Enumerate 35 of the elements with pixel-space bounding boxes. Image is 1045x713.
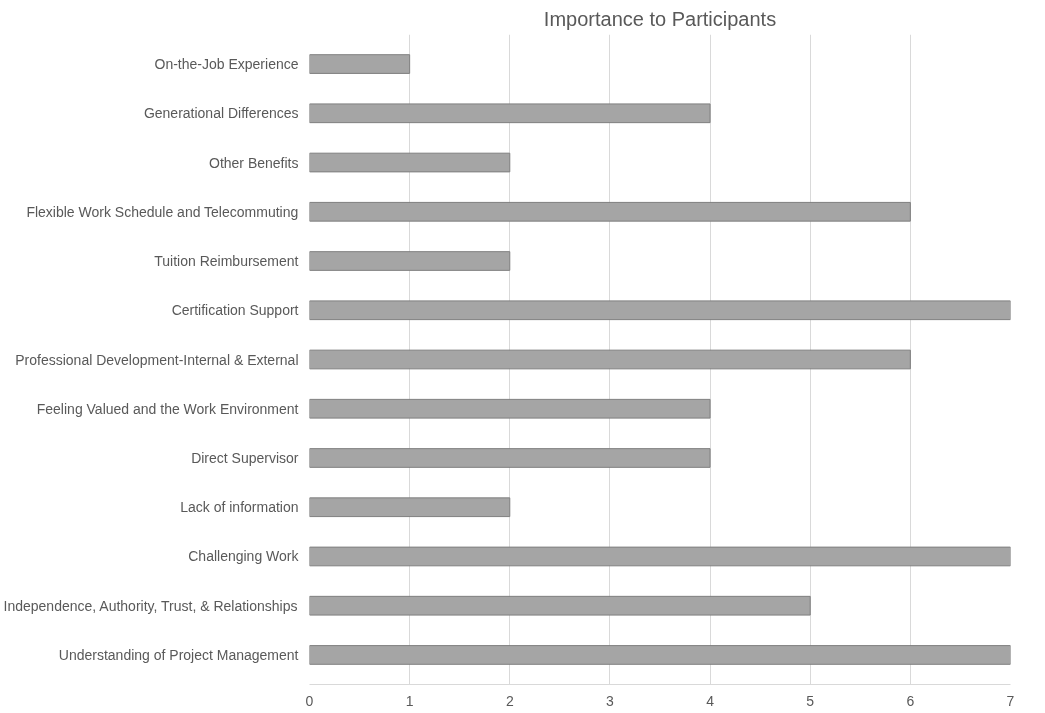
bar bbox=[309, 349, 911, 370]
bar bbox=[309, 645, 1011, 665]
x-tick-label: 5 bbox=[806, 692, 815, 709]
bar bbox=[309, 152, 511, 173]
y-tick-label: Professional Development-Internal & External bbox=[15, 351, 299, 368]
y-tick-label: Lack of information bbox=[180, 499, 299, 516]
y-tick-label: Other Benefits bbox=[209, 154, 299, 171]
chart-title: Importance to Participants bbox=[543, 7, 777, 30]
y-tick-label: Feeling Valued and the Work Environment bbox=[36, 400, 299, 417]
y-tick-label: Generational Differences bbox=[143, 105, 299, 122]
bar bbox=[309, 103, 711, 124]
x-tick-label: 3 bbox=[606, 692, 615, 709]
y-tick-label: Direct Supervisor bbox=[191, 449, 299, 466]
bar bbox=[309, 54, 411, 74]
y-tick-label: Flexible Work Schedule and Telecommuting bbox=[26, 203, 299, 220]
bar bbox=[309, 251, 511, 271]
x-tick-label: 7 bbox=[1006, 692, 1015, 709]
y-tick-label: Certification Support bbox=[171, 302, 299, 319]
bar bbox=[309, 595, 811, 616]
x-tick-label: 1 bbox=[405, 692, 414, 709]
x-tick-label: 2 bbox=[505, 692, 514, 709]
bar bbox=[309, 201, 911, 222]
x-tick-label: 4 bbox=[706, 692, 715, 709]
bar bbox=[309, 546, 1011, 567]
x-tick-label: 0 bbox=[305, 692, 314, 709]
bar bbox=[309, 300, 1011, 321]
bar bbox=[309, 497, 511, 518]
bar bbox=[309, 448, 711, 468]
y-tick-label: Understanding of Project Management bbox=[58, 646, 299, 663]
bar bbox=[309, 398, 711, 419]
y-tick-label: Challenging Work bbox=[188, 548, 300, 565]
x-tick-label: 6 bbox=[906, 692, 915, 709]
y-tick-label: Tuition Reimbursement bbox=[154, 253, 299, 270]
y-tick-label: Independence, Authority, Trust, & Relationships bbox=[3, 597, 298, 614]
y-tick-label: On-the-Job Experience bbox=[154, 56, 299, 73]
